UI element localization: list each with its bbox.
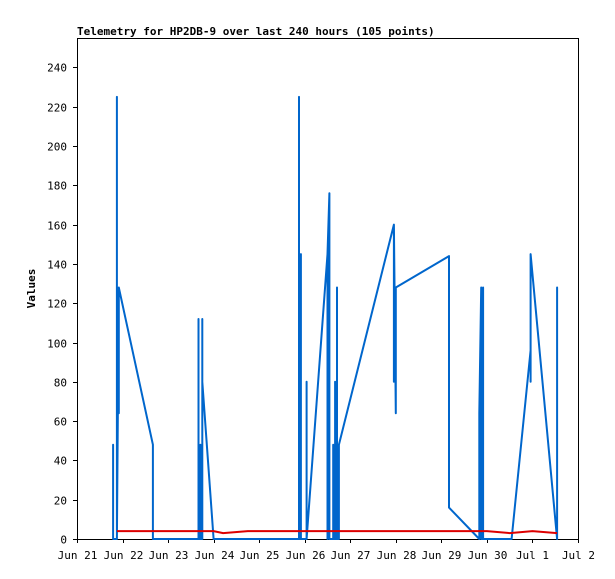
x-tick-label: Jul 1 (516, 549, 549, 562)
x-tick-label: Jun 28 (377, 549, 417, 562)
y-tick-label: 60 (54, 416, 67, 429)
y-tick-label: 40 (54, 455, 67, 468)
y-tick-label: 140 (47, 259, 67, 272)
y-tick-label: 100 (47, 338, 67, 351)
y-tick-label: 200 (47, 141, 67, 154)
y-tick-label: 180 (47, 180, 67, 193)
x-tick-label: Jun 24 (195, 549, 235, 562)
series-layer (112, 95, 559, 540)
x-tick-label: Jun 25 (240, 549, 280, 562)
y-tick-label: 120 (47, 298, 67, 311)
x-tick-label: Jun 26 (286, 549, 326, 562)
series-line-1 (112, 95, 559, 540)
x-tick-label: Jul 2 (562, 549, 595, 562)
x-tick-label: Jun 27 (331, 549, 371, 562)
y-axis: 0 20 40 60 80 100 120 140 160 180 200 220 240 (47, 62, 77, 547)
series-line-2 (116, 530, 558, 535)
y-tick-label: 0 (60, 534, 67, 547)
y-tick-label: 240 (47, 62, 67, 75)
y-tick-label: 80 (54, 377, 67, 390)
x-axis: Jun 21 Jun 22 Jun 23 Jun 24 Jun 25 Jun 26 Jun … (58, 539, 595, 562)
x-tick-label: Jun 29 (422, 549, 462, 562)
y-tick-label: 220 (47, 102, 67, 115)
y-axis-title: Values (25, 269, 38, 309)
x-tick-label: Jun 22 (104, 549, 144, 562)
y-tick-label: 160 (47, 220, 67, 233)
y-tick-label: 20 (54, 495, 67, 508)
x-tick-label: Jun 21 (58, 549, 98, 562)
x-tick-label: Jun 23 (149, 549, 189, 562)
chart-title: Telemetry for HP2DB-9 over last 240 hour… (77, 25, 435, 38)
x-tick-label: Jun 30 (468, 549, 508, 562)
